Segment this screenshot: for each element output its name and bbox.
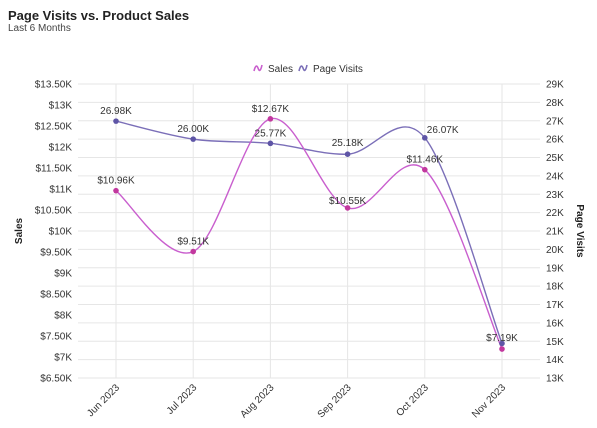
left-axis-tick-label: $9K [54,269,72,280]
chart-title: Page Visits vs. Product Sales [8,8,190,23]
left-axis-tick-label: $8.50K [40,290,72,301]
right-axis-tick-label: 16K [546,318,564,329]
data-label-sales: $10.96K [97,176,135,187]
data-point-page-visits [422,135,428,141]
right-axis-tick-label: 15K [546,337,564,348]
data-point-sales [190,248,196,255]
x-axis-tick-label: Oct 2023 [394,382,431,419]
data-point-sales [499,346,505,352]
data-label-page-visits: 26.98K [100,106,132,117]
data-label-sales: $7.19K [486,333,518,344]
right-axis-tick-label: 24K [546,171,564,182]
left-axis-tick-label: $10K [49,227,73,238]
left-axis-tick-label: $11.50K [35,164,72,175]
legend-label-page-visits: Page Visits [313,64,363,75]
left-axis-tick-label: $7K [54,353,72,364]
data-point-page-visits [267,140,274,147]
right-axis-tick-label: 13K [546,374,564,385]
data-point-page-visits [344,151,351,157]
data-point-page-visits [190,136,196,142]
x-axis-tick-label: Aug 2023 [238,382,276,420]
left-axis-title: Sales [14,217,25,244]
right-axis-tick-label: 22K [546,208,564,219]
left-axis-tick-label: $8K [54,311,72,322]
legend-swatch-page-visits [298,64,308,72]
series-line-sales [115,118,503,350]
right-axis-tick-label: 18K [546,282,564,293]
left-axis-tick-label: $13K [49,101,73,112]
right-axis-tick-label: 17K [546,300,564,311]
data-label-page-visits: 25.18K [332,138,364,149]
right-axis-tick-label: 28K [546,98,564,109]
data-label-page-visits: 25.77K [255,128,287,139]
x-axis-tick-label: Sep 2023 [316,382,354,420]
data-label-sales: $10.55K [329,196,367,207]
right-axis-tick-label: 25K [546,153,564,164]
right-axis-tick-label: 14K [546,355,564,366]
x-axis-tick-label: Jun 2023 [85,382,122,419]
data-point-sales [422,166,428,173]
left-axis-tick-label: $12K [49,143,73,154]
chart-subtitle: Last 6 Months [8,23,71,34]
legend-swatch-sales [253,64,263,72]
right-axis-tick-label: 29K [546,80,564,91]
data-label-page-visits: 26.07K [427,125,459,136]
data-label-page-visits: 26.00K [177,124,209,135]
x-axis-tick-label: Nov 2023 [470,382,508,420]
right-axis-tick-label: 19K [546,263,564,274]
x-axis-tick-label: Jul 2023 [165,382,200,417]
right-axis-tick-label: 23K [546,190,564,201]
left-axis-tick-label: $10.50K [35,206,73,217]
data-label-sales: $9.51K [177,237,209,248]
left-axis-tick-label: $9.50K [40,248,72,259]
right-axis-tick-label: 20K [546,245,564,256]
left-axis-tick-label: $7.50K [40,332,72,343]
data-label-sales: $12.67K [252,104,290,115]
data-point-page-visits [113,118,119,124]
data-point-sales [344,205,351,211]
left-axis-tick-label: $12.50K [35,122,73,133]
data-point-sales [113,187,119,194]
left-axis-tick-label: $13.50K [35,80,73,91]
right-axis-tick-label: 21K [546,227,564,238]
data-point-sales [267,116,274,122]
legend-label-sales: Sales [268,64,293,75]
left-axis-tick-label: $6.50K [40,374,72,385]
data-label-sales: $11.46K [407,155,444,166]
right-axis-tick-label: 26K [546,135,564,146]
series-line-page-visits [115,120,503,344]
right-axis-tick-label: 27K [546,116,564,127]
data-point-page-visits [499,340,505,347]
right-axis-title: Page Visits [574,204,585,258]
left-axis-tick-label: $11K [49,185,72,196]
